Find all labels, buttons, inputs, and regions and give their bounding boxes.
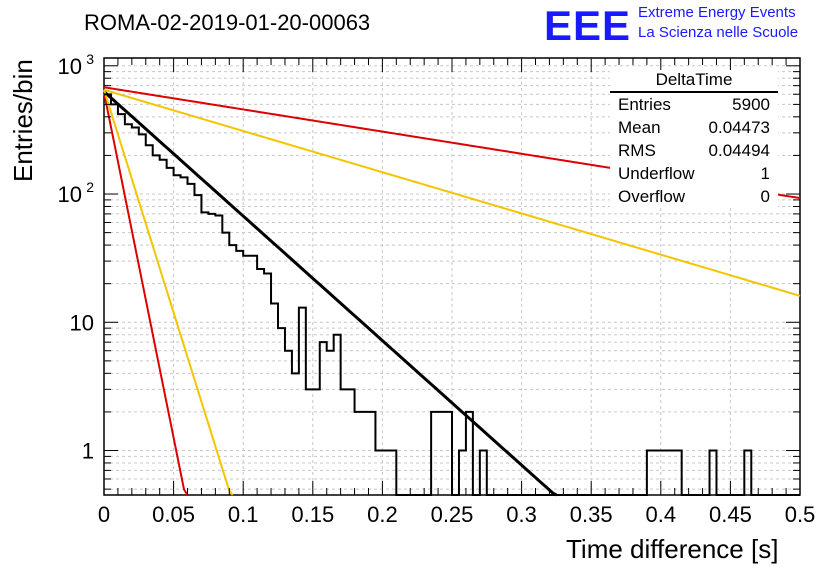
x-tick-label: 0.15 <box>291 502 334 527</box>
stats-row-entries: Entries 5900 <box>610 93 778 116</box>
stats-value: 0.04473 <box>708 118 770 137</box>
eee-logo: EEE <box>544 2 632 49</box>
stats-row-overflow: Overflow 0 <box>610 185 778 208</box>
stats-value: 0 <box>760 187 770 206</box>
fit-curve <box>103 89 234 496</box>
stats-value: 5900 <box>732 95 770 114</box>
x-tick-label: 0.1 <box>228 502 259 527</box>
x-tick-label: 0.45 <box>709 502 752 527</box>
y-tick-exponent: 3 <box>86 51 94 67</box>
fit-curve <box>103 92 189 496</box>
x-tick-label: 0.05 <box>152 502 195 527</box>
fit-curve <box>103 88 801 297</box>
org-name-line2: La Scienza nelle Scuole <box>638 24 799 41</box>
y-tick-label: 10 <box>70 310 94 335</box>
stats-value: 1 <box>760 164 770 183</box>
stats-label: Underflow <box>618 164 695 183</box>
x-tick-label: 0 <box>98 502 110 527</box>
axes <box>103 58 801 495</box>
y-tick-exponent: 2 <box>86 179 94 195</box>
y-tick-label: 10 <box>58 182 82 207</box>
fit-curve <box>102 90 558 497</box>
x-tick-label: 0.3 <box>506 502 537 527</box>
org-name-line1: Extreme Energy Events <box>638 4 796 21</box>
stats-row-rms: RMS 0.04494 <box>610 139 778 162</box>
histogram <box>104 93 800 496</box>
stats-box: DeltaTime Entries 5900 Mean 0.04473 RMS … <box>610 70 778 208</box>
stats-value: 0.04494 <box>708 141 770 160</box>
x-tick-label: 0.5 <box>785 502 816 527</box>
stats-label: RMS <box>618 141 656 160</box>
x-tick-label: 0.25 <box>431 502 474 527</box>
histogram-steps <box>104 93 800 496</box>
x-tick-label: 0.4 <box>646 502 677 527</box>
x-tick-label: 0.35 <box>570 502 613 527</box>
stats-label: Overflow <box>618 187 686 206</box>
fit-curves <box>102 86 801 497</box>
stats-label: Entries <box>618 95 671 114</box>
stats-title: DeltaTime <box>610 70 778 93</box>
x-axis-label: Time difference [s] <box>566 534 779 564</box>
stats-row-mean: Mean 0.04473 <box>610 116 778 139</box>
y-tick-label: 10 <box>58 54 82 79</box>
x-tick-label: 0.2 <box>367 502 398 527</box>
y-axis-label: Entries/bin <box>8 59 38 182</box>
y-tick-label: 1 <box>82 439 94 464</box>
tick-labels: 0 0.05 0.1 0.15 0.2 0.25 0.3 0.35 0.4 0.45 0.51101… <box>58 51 816 527</box>
stats-row-underflow: Underflow 1 <box>610 162 778 185</box>
chart-title: ROMA-02-2019-01-20-00063 <box>84 10 371 35</box>
stats-label: Mean <box>618 118 661 137</box>
